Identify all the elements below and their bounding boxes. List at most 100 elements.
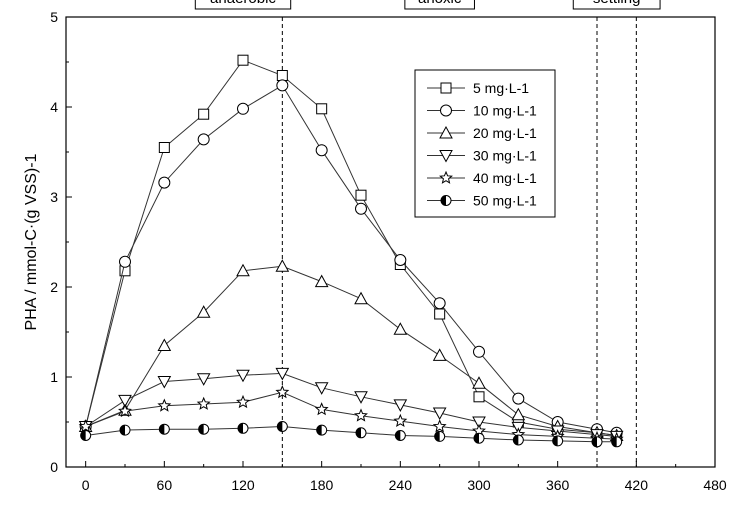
data-point (237, 422, 249, 434)
series-50-mg-l-1 (80, 421, 623, 448)
data-point-fill (434, 431, 440, 442)
data-point (314, 274, 329, 288)
data-point (196, 373, 211, 386)
plot-frame (65, 16, 716, 468)
legend-box (414, 69, 556, 218)
legend: 5 mg·L-1 10 mg·L-1 20 mg·L-1 30 mg·L-1 40 mg… (414, 69, 556, 218)
data-point (611, 436, 623, 448)
data-point-fill (277, 421, 283, 432)
data-point (440, 104, 452, 117)
data-point-fill (441, 195, 446, 206)
data-point (315, 144, 328, 157)
data-point (158, 142, 170, 153)
data-point-fill (474, 433, 479, 444)
data-point (276, 70, 288, 81)
data-point (236, 263, 250, 277)
data-point-fill (120, 425, 125, 436)
data-point (393, 399, 408, 412)
data-point (433, 297, 446, 310)
y-tick-label: 3 (50, 189, 58, 205)
data-point (440, 82, 452, 94)
data-point (591, 436, 603, 448)
data-point (237, 54, 249, 66)
data-point-fill (611, 436, 617, 447)
y-axis-label: PHA / mmol-C·(g VSS)-1 (23, 153, 40, 330)
data-point (236, 394, 250, 409)
legend-entry: 10 mg·L-1 (427, 103, 537, 119)
data-point (472, 376, 486, 389)
x-tick-label: 480 (703, 477, 727, 493)
phase-label-box (404, 0, 475, 10)
data-point (355, 202, 367, 215)
data-point (473, 391, 485, 403)
data-point-fill (395, 430, 401, 441)
x-tick-label: 180 (310, 477, 334, 493)
y-tick-label: 0 (50, 459, 58, 475)
legend-entry: 30 mg·L-1 (427, 148, 537, 164)
data-point (118, 403, 132, 418)
data-point-fill (316, 425, 322, 436)
data-point (78, 419, 93, 433)
phase-label-anaerobic: anaerobic (194, 0, 292, 10)
data-point (197, 133, 210, 146)
phase-label-anoxic: anoxic (404, 0, 475, 10)
y-tick-label: 5 (50, 9, 58, 25)
data-point (473, 432, 485, 444)
data-point (512, 434, 524, 446)
x-tick-label: 0 (82, 477, 90, 493)
legend-entry: 40 mg·L-1 (427, 170, 537, 186)
data-point (198, 423, 210, 435)
data-point (354, 291, 368, 305)
data-point (236, 369, 250, 383)
legend-label: 40 mg·L-1 (473, 170, 537, 186)
data-point (355, 189, 367, 201)
data-point (439, 170, 453, 184)
data-point (432, 407, 447, 421)
data-point (511, 407, 526, 421)
data-point (237, 102, 249, 115)
data-point-fill (238, 423, 243, 434)
data-point (439, 150, 453, 163)
data-point (119, 255, 131, 268)
data-point-fill (513, 435, 519, 445)
data-point (157, 376, 172, 389)
data-point (432, 419, 447, 433)
series-20-mg-l-1 (78, 259, 624, 441)
data-point (473, 345, 485, 358)
data-point (434, 308, 446, 320)
data-point-fill (80, 430, 86, 441)
data-point (432, 348, 447, 361)
y-tick-label: 4 (50, 99, 58, 115)
legend-label: 10 mg·L-1 (473, 103, 537, 119)
data-point (119, 424, 131, 436)
data-point (393, 322, 408, 335)
y-tick-label: 1 (50, 369, 58, 385)
phase-label-text: settling (593, 0, 641, 7)
data-point (316, 424, 328, 436)
data-point (196, 396, 211, 410)
data-point (157, 398, 172, 412)
y-tick-label: 2 (50, 279, 58, 295)
x-tick-label: 420 (625, 477, 649, 493)
data-point (355, 427, 367, 439)
x-tick-label: 300 (467, 477, 491, 493)
legend-entry: 50 mg·L-1 (427, 193, 537, 209)
phase-annotations: anaerobic anoxic settling (194, 0, 661, 467)
legend-label: 50 mg·L-1 (473, 193, 537, 209)
data-point (158, 176, 171, 189)
data-point-fill (356, 427, 361, 438)
data-point (275, 259, 290, 272)
phase-label-settling: settling (572, 0, 661, 10)
data-point (440, 195, 452, 206)
data-point (276, 79, 289, 92)
data-point (314, 402, 329, 416)
data-point (394, 254, 407, 266)
legend-label: 30 mg·L-1 (473, 148, 537, 164)
legend-label: 20 mg·L-1 (473, 125, 537, 141)
data-point (158, 423, 170, 435)
legend-entry: 5 mg·L-1 (427, 80, 529, 96)
data-point (198, 108, 210, 120)
data-point (394, 430, 406, 441)
data-point (314, 382, 329, 395)
data-point (80, 430, 92, 441)
